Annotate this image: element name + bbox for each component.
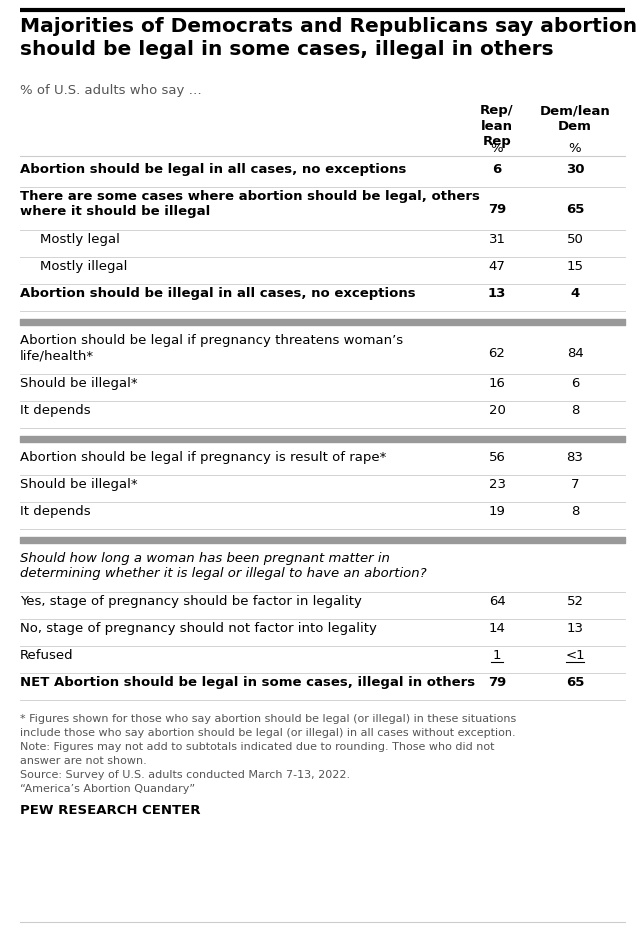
Text: 16: 16 — [488, 377, 506, 390]
Text: No, stage of pregnancy should not factor into legality: No, stage of pregnancy should not factor… — [20, 622, 377, 635]
Text: 23: 23 — [488, 478, 506, 491]
Text: Abortion should be legal if pregnancy is result of rape*: Abortion should be legal if pregnancy is… — [20, 451, 387, 464]
Text: answer are not shown.: answer are not shown. — [20, 756, 147, 766]
Text: Abortion should be legal if pregnancy threatens woman’s
life/health*: Abortion should be legal if pregnancy th… — [20, 334, 403, 363]
Text: It depends: It depends — [20, 404, 91, 417]
Text: 8: 8 — [571, 505, 579, 518]
Text: Dem/lean
Dem: Dem/lean Dem — [540, 104, 611, 132]
Text: PEW RESEARCH CENTER: PEW RESEARCH CENTER — [20, 804, 200, 817]
Text: 13: 13 — [488, 287, 506, 300]
Text: Mostly legal: Mostly legal — [40, 233, 120, 246]
Text: <1: <1 — [565, 649, 585, 662]
Text: 31: 31 — [488, 233, 506, 246]
Text: 79: 79 — [488, 676, 506, 689]
Text: 6: 6 — [492, 163, 502, 176]
Text: 13: 13 — [566, 622, 584, 635]
Text: * Figures shown for those who say abortion should be legal (or illegal) in these: * Figures shown for those who say aborti… — [20, 714, 516, 724]
Text: There are some cases where abortion should be legal, others
where it should be i: There are some cases where abortion shou… — [20, 190, 480, 218]
Text: 4: 4 — [570, 287, 580, 300]
Text: %: % — [569, 142, 581, 155]
Text: 84: 84 — [566, 347, 584, 360]
Text: Mostly illegal: Mostly illegal — [40, 260, 127, 273]
Text: Abortion should be legal in all cases, no exceptions: Abortion should be legal in all cases, n… — [20, 163, 406, 176]
Text: Should be illegal*: Should be illegal* — [20, 478, 138, 491]
Text: 47: 47 — [488, 260, 506, 273]
Text: Should be illegal*: Should be illegal* — [20, 377, 138, 390]
Text: 56: 56 — [488, 451, 506, 464]
Text: 52: 52 — [566, 595, 584, 608]
Text: Rep/
lean
Rep: Rep/ lean Rep — [480, 104, 514, 148]
Text: 50: 50 — [566, 233, 584, 246]
Text: 65: 65 — [566, 203, 584, 216]
Text: 83: 83 — [566, 451, 584, 464]
Text: 79: 79 — [488, 203, 506, 216]
Text: % of U.S. adults who say …: % of U.S. adults who say … — [20, 84, 202, 97]
Text: Abortion should be illegal in all cases, no exceptions: Abortion should be illegal in all cases,… — [20, 287, 415, 300]
Text: 64: 64 — [488, 595, 506, 608]
Text: 8: 8 — [571, 404, 579, 417]
Text: 6: 6 — [571, 377, 579, 390]
Text: Note: Figures may not add to subtotals indicated due to rounding. Those who did : Note: Figures may not add to subtotals i… — [20, 742, 495, 752]
Text: 15: 15 — [566, 260, 584, 273]
Text: %: % — [491, 142, 503, 155]
Text: 20: 20 — [488, 404, 506, 417]
Text: include those who say abortion should be legal (or illegal) in all cases without: include those who say abortion should be… — [20, 728, 516, 738]
Text: “America’s Abortion Quandary”: “America’s Abortion Quandary” — [20, 784, 195, 794]
Text: Yes, stage of pregnancy should be factor in legality: Yes, stage of pregnancy should be factor… — [20, 595, 362, 608]
Text: Majorities of Democrats and Republicans say abortion
should be legal in some cas: Majorities of Democrats and Republicans … — [20, 17, 637, 59]
Text: 30: 30 — [566, 163, 584, 176]
Text: 62: 62 — [488, 347, 506, 360]
Text: Should how long a woman has been pregnant matter in
determining whether it is le: Should how long a woman has been pregnan… — [20, 552, 427, 581]
Text: Source: Survey of U.S. adults conducted March 7-13, 2022.: Source: Survey of U.S. adults conducted … — [20, 770, 350, 780]
Text: 7: 7 — [571, 478, 579, 491]
Text: It depends: It depends — [20, 505, 91, 518]
Text: NET Abortion should be legal in some cases, illegal in others: NET Abortion should be legal in some cas… — [20, 676, 475, 689]
Text: 65: 65 — [566, 676, 584, 689]
Text: Refused: Refused — [20, 649, 74, 662]
Text: 14: 14 — [488, 622, 506, 635]
Text: 1: 1 — [493, 649, 501, 662]
Text: 19: 19 — [488, 505, 506, 518]
